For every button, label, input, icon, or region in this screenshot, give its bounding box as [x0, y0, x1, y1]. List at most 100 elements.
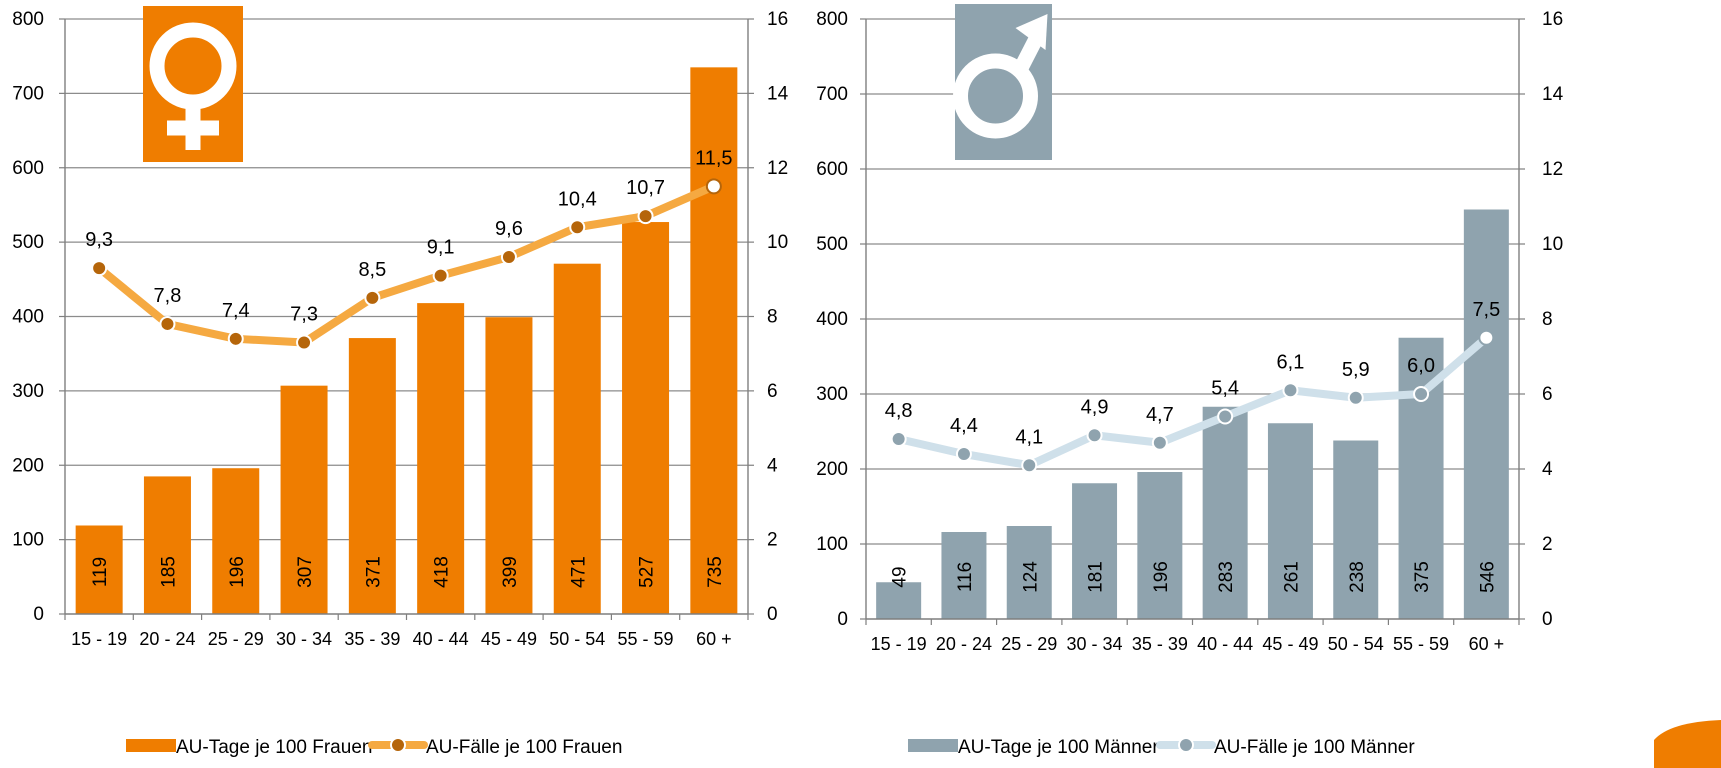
- right-axis-tick-label: 12: [767, 158, 788, 179]
- bar-value-label: 196: [227, 556, 248, 588]
- right-axis-tick-label: 10: [1542, 234, 1563, 255]
- bar-value-label: 546: [1477, 561, 1498, 593]
- line-point: [1151, 434, 1168, 451]
- line-point: [1413, 386, 1430, 402]
- legend-line-label: AU-Fälle je 100 Männer: [1214, 737, 1415, 758]
- male-symbol-ring: [953, 53, 1038, 139]
- x-axis-category-label: 45 - 49: [1262, 634, 1318, 654]
- x-axis-category-label: 20 - 24: [139, 629, 195, 649]
- x-axis-category-label: 20 - 24: [936, 634, 992, 654]
- bar-value-label: 238: [1347, 561, 1368, 593]
- left-axis-tick-label: 0: [33, 604, 44, 625]
- left-axis-tick-label: 800: [12, 9, 44, 30]
- line-value-label: 7,4: [222, 300, 250, 322]
- line-value-label: 9,1: [427, 237, 455, 259]
- x-axis-category-label: 30 - 34: [276, 629, 332, 649]
- line-value-label: 10,7: [626, 177, 665, 199]
- bar-value-label: 527: [637, 556, 658, 588]
- bar-value-label: 49: [890, 566, 911, 587]
- bar: [876, 582, 922, 619]
- left-axis-tick-label: 600: [12, 158, 44, 179]
- right-axis-tick-label: 0: [1542, 609, 1553, 630]
- right-axis-tick-label: 2: [767, 530, 778, 551]
- right-axis-tick-label: 2: [1542, 534, 1553, 555]
- line-value-label: 7,3: [290, 304, 318, 326]
- bar-value-label: 471: [568, 556, 589, 588]
- bar: [941, 532, 987, 619]
- male-chart: 0 100 200 300 400 500 600 700 800 0 2 4 6 8 10 12 14 16 49…: [816, 4, 1564, 758]
- x-axis-category-label: 15 - 19: [871, 634, 927, 654]
- x-axis-category-label: 50 - 54: [1328, 634, 1384, 654]
- x-axis-category-label: 35 - 39: [1132, 634, 1188, 654]
- line-point: [1347, 389, 1364, 406]
- bar: [553, 263, 601, 614]
- x-axis-category-label: 55 - 59: [618, 629, 674, 649]
- x-axis-category-label: 50 - 54: [549, 629, 605, 649]
- line-value-label: 4,1: [1015, 426, 1043, 448]
- bar-value-label: 185: [158, 556, 179, 588]
- left-axis-tick-label: 300: [816, 384, 848, 405]
- left-axis-tick-label: 0: [837, 609, 848, 630]
- left-axis-tick-label: 300: [12, 381, 44, 402]
- line-value-label: 7,5: [1472, 299, 1500, 321]
- left-axis-tick-label: 200: [816, 459, 848, 480]
- bar-value-label: 116: [955, 562, 976, 592]
- line-value-label: 11,5: [695, 147, 732, 169]
- line-point: [1282, 382, 1299, 399]
- line-value-label: 4,4: [950, 415, 978, 437]
- left-axis-tick-label: 100: [12, 530, 44, 551]
- right-axis-tick-label: 6: [767, 381, 778, 402]
- bar-value-label: 124: [1020, 561, 1041, 593]
- right-axis-tick-label: 4: [1542, 459, 1553, 480]
- right-axis-tick-label: 0: [767, 604, 778, 625]
- line-point: [569, 219, 586, 236]
- bar: [1463, 209, 1509, 619]
- right-axis-tick-label: 14: [767, 83, 789, 104]
- line-point: [1086, 427, 1103, 444]
- bar-value-label: 261: [1281, 561, 1302, 593]
- line-point: [432, 267, 449, 284]
- line-value-label: 10,4: [558, 188, 597, 210]
- line-value-label: 4,9: [1081, 396, 1109, 418]
- line-point: [364, 289, 381, 306]
- legend-bar-swatch: [908, 739, 958, 752]
- line-point: [159, 315, 176, 332]
- line-point: [705, 178, 722, 195]
- right-axis-tick-label: 16: [1542, 9, 1563, 30]
- line-value-label: 4,7: [1146, 404, 1174, 426]
- left-axis-tick-label: 400: [12, 307, 44, 328]
- legend-line-marker: [390, 737, 406, 753]
- line-point: [1217, 408, 1234, 425]
- right-axis-tick-label: 16: [767, 9, 788, 30]
- right-axis-tick-label: 10: [767, 232, 788, 253]
- line-value-label: 7,8: [154, 285, 182, 307]
- bar-value-label: 181: [1086, 561, 1107, 593]
- left-axis-tick-label: 200: [12, 455, 44, 476]
- x-axis-category-label: 45 - 49: [481, 629, 537, 649]
- bar: [1202, 406, 1248, 619]
- legend-bar-swatch: [126, 739, 176, 752]
- line-value-label: 5,4: [1211, 378, 1239, 400]
- right-axis-tick-label: 14: [1542, 84, 1564, 105]
- bar-value-label: 196: [1151, 561, 1172, 593]
- line-point: [296, 334, 313, 351]
- line-point: [227, 330, 244, 347]
- x-axis-category-label: 25 - 29: [208, 629, 264, 649]
- right-axis-tick-label: 12: [1542, 159, 1563, 180]
- bar: [143, 476, 191, 614]
- bar: [622, 222, 670, 614]
- x-axis-category-label: 35 - 39: [344, 629, 400, 649]
- legend-line-marker: [1178, 737, 1194, 753]
- bar: [280, 385, 328, 614]
- line-point: [91, 260, 108, 277]
- bar: [1333, 440, 1379, 619]
- right-axis-tick-label: 6: [1542, 384, 1553, 405]
- x-axis-category-label: 60 +: [696, 629, 732, 649]
- left-axis-tick-label: 800: [816, 9, 848, 30]
- line-value-label: 5,9: [1342, 359, 1370, 381]
- right-axis-tick-label: 8: [1542, 309, 1553, 330]
- line-value-label: 6,0: [1407, 355, 1435, 377]
- left-axis-tick-label: 400: [816, 309, 848, 330]
- line-value-label: 4,8: [885, 400, 913, 422]
- bar-value-label: 371: [363, 556, 384, 588]
